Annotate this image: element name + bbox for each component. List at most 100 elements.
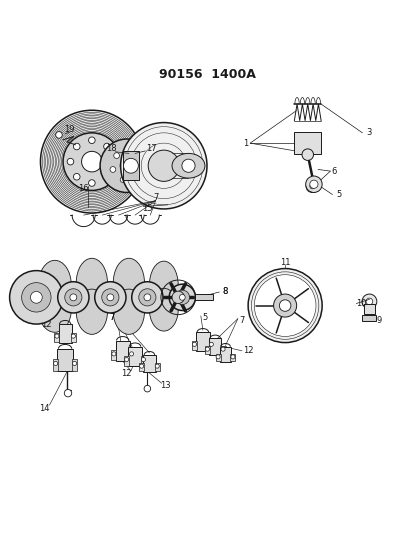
Circle shape [73,143,80,150]
Circle shape [100,139,153,192]
Circle shape [55,334,59,338]
Text: 8: 8 [222,287,228,296]
Circle shape [88,137,95,143]
Circle shape [148,150,179,181]
Ellipse shape [149,261,178,309]
Circle shape [73,173,80,180]
Circle shape [120,159,133,172]
Circle shape [21,282,51,312]
Bar [115,341,130,361]
Bar [194,294,213,300]
Circle shape [309,180,317,188]
Circle shape [112,352,116,356]
Bar [71,333,76,342]
Circle shape [169,284,195,311]
Ellipse shape [149,288,178,331]
Circle shape [131,282,163,313]
Circle shape [273,294,296,317]
Circle shape [138,159,143,165]
Circle shape [63,133,120,190]
Ellipse shape [76,289,107,334]
Ellipse shape [113,259,144,308]
Ellipse shape [38,287,71,332]
Text: 16: 16 [78,184,89,193]
Circle shape [127,149,133,155]
Circle shape [67,158,74,165]
Bar [215,354,220,361]
Circle shape [103,143,110,150]
Bar [204,346,209,354]
Circle shape [103,173,110,180]
Bar [196,332,209,351]
Circle shape [305,176,321,192]
Circle shape [55,132,62,138]
Circle shape [120,177,126,182]
Text: 12: 12 [242,346,253,356]
Circle shape [247,269,321,343]
Circle shape [88,180,95,187]
Text: 13: 13 [160,381,171,390]
Circle shape [179,294,185,300]
Text: 5: 5 [335,190,340,199]
Circle shape [205,347,209,351]
Circle shape [70,294,76,301]
Text: 12: 12 [121,369,132,378]
Ellipse shape [113,289,144,334]
Circle shape [64,289,82,306]
Bar [219,346,231,362]
Bar [363,303,374,314]
Text: 6: 6 [331,167,336,175]
Bar [58,324,71,343]
Text: 11: 11 [279,258,290,267]
Text: 12: 12 [41,320,52,328]
Circle shape [9,271,63,324]
Circle shape [139,364,143,368]
Circle shape [71,334,75,338]
Circle shape [124,358,128,361]
Circle shape [57,282,89,313]
Text: 14: 14 [39,404,50,413]
Bar [208,341,213,350]
Circle shape [209,342,213,346]
Circle shape [114,152,119,158]
Circle shape [31,292,42,303]
Circle shape [192,342,196,346]
Circle shape [254,274,315,336]
Text: 18: 18 [106,144,116,154]
Text: 90156  1400A: 90156 1400A [158,68,255,81]
Circle shape [279,300,290,311]
Text: 7: 7 [239,316,244,325]
Bar [294,132,320,155]
Text: 3: 3 [365,128,370,138]
Bar [54,333,59,342]
Text: 10: 10 [356,299,366,308]
Ellipse shape [76,259,107,308]
Circle shape [110,158,116,165]
Text: 8: 8 [222,287,228,296]
Text: 15: 15 [142,205,152,213]
Circle shape [134,173,140,179]
Bar [141,356,145,366]
Circle shape [144,385,150,392]
Bar [72,359,77,370]
Bar [139,363,144,372]
Circle shape [54,361,57,366]
Circle shape [141,358,145,361]
Bar [53,359,58,370]
Polygon shape [122,151,139,180]
Circle shape [110,167,116,172]
Text: 1: 1 [242,139,247,148]
Circle shape [361,294,376,309]
Bar [209,338,221,355]
Circle shape [365,298,372,305]
Circle shape [301,149,313,160]
Bar [154,363,159,372]
Text: 7: 7 [109,313,115,322]
Bar [129,350,134,360]
Text: 17: 17 [146,143,157,152]
Circle shape [172,291,184,303]
Ellipse shape [172,154,204,178]
Circle shape [175,290,189,304]
Bar [192,341,197,350]
Circle shape [107,294,114,301]
